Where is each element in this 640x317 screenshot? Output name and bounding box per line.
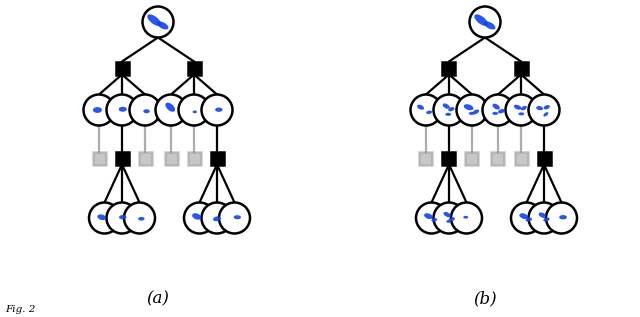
Ellipse shape xyxy=(431,218,437,222)
Bar xyxy=(115,152,129,165)
Ellipse shape xyxy=(193,110,197,113)
Bar xyxy=(442,152,456,165)
Ellipse shape xyxy=(544,105,550,109)
Bar xyxy=(465,152,479,165)
Text: (b): (b) xyxy=(473,290,497,307)
Circle shape xyxy=(179,94,209,126)
Ellipse shape xyxy=(192,213,202,220)
Bar xyxy=(115,61,129,74)
Circle shape xyxy=(202,203,232,234)
Circle shape xyxy=(124,203,155,234)
Circle shape xyxy=(456,94,488,126)
Ellipse shape xyxy=(464,104,474,110)
Ellipse shape xyxy=(119,215,127,219)
Circle shape xyxy=(89,203,120,234)
Circle shape xyxy=(483,94,513,126)
Circle shape xyxy=(219,203,250,234)
Ellipse shape xyxy=(536,106,543,110)
Ellipse shape xyxy=(493,104,500,109)
Circle shape xyxy=(410,94,442,126)
Ellipse shape xyxy=(446,220,451,223)
Ellipse shape xyxy=(143,109,150,113)
Ellipse shape xyxy=(543,217,550,222)
Bar xyxy=(211,152,223,165)
Ellipse shape xyxy=(521,106,527,110)
Ellipse shape xyxy=(559,215,567,219)
Circle shape xyxy=(546,203,577,234)
Circle shape xyxy=(416,203,447,234)
Circle shape xyxy=(156,94,186,126)
Bar xyxy=(188,61,200,74)
Ellipse shape xyxy=(539,212,546,218)
Ellipse shape xyxy=(234,215,241,219)
Ellipse shape xyxy=(215,107,223,112)
Ellipse shape xyxy=(525,217,532,222)
Ellipse shape xyxy=(473,109,479,114)
Circle shape xyxy=(529,94,559,126)
Ellipse shape xyxy=(165,103,175,112)
Ellipse shape xyxy=(213,216,221,221)
Circle shape xyxy=(433,203,465,234)
Ellipse shape xyxy=(445,113,451,116)
Circle shape xyxy=(451,203,482,234)
Circle shape xyxy=(184,203,215,234)
Ellipse shape xyxy=(93,107,102,113)
Ellipse shape xyxy=(417,105,424,110)
Bar xyxy=(538,152,550,165)
Circle shape xyxy=(129,94,161,126)
Ellipse shape xyxy=(444,212,451,217)
Circle shape xyxy=(143,7,173,37)
Ellipse shape xyxy=(543,112,548,117)
Bar xyxy=(138,152,152,165)
Ellipse shape xyxy=(484,21,495,29)
Circle shape xyxy=(83,94,115,126)
Ellipse shape xyxy=(474,14,488,26)
Ellipse shape xyxy=(443,103,450,109)
Circle shape xyxy=(433,94,465,126)
Bar xyxy=(492,152,504,165)
Ellipse shape xyxy=(424,213,433,219)
Circle shape xyxy=(529,203,559,234)
Ellipse shape xyxy=(426,111,432,114)
Ellipse shape xyxy=(147,14,161,26)
Circle shape xyxy=(470,7,500,37)
Ellipse shape xyxy=(520,213,528,219)
Bar xyxy=(515,152,527,165)
Ellipse shape xyxy=(448,107,454,111)
Bar xyxy=(419,152,433,165)
Ellipse shape xyxy=(498,109,505,113)
Bar xyxy=(188,152,200,165)
Ellipse shape xyxy=(157,21,168,29)
Ellipse shape xyxy=(514,105,521,110)
Ellipse shape xyxy=(492,112,498,115)
Circle shape xyxy=(106,94,138,126)
Text: Fig. 2: Fig. 2 xyxy=(5,305,35,314)
Bar xyxy=(515,61,527,74)
Bar xyxy=(164,152,177,165)
Circle shape xyxy=(202,94,232,126)
Ellipse shape xyxy=(518,112,524,115)
Ellipse shape xyxy=(463,216,468,219)
Ellipse shape xyxy=(119,107,127,112)
Circle shape xyxy=(511,203,542,234)
Ellipse shape xyxy=(138,217,145,221)
Circle shape xyxy=(106,203,138,234)
Bar xyxy=(93,152,106,165)
Circle shape xyxy=(506,94,536,126)
Ellipse shape xyxy=(97,214,106,220)
Text: (a): (a) xyxy=(147,290,170,307)
Bar xyxy=(442,61,456,74)
Ellipse shape xyxy=(468,112,475,115)
Ellipse shape xyxy=(449,217,455,221)
